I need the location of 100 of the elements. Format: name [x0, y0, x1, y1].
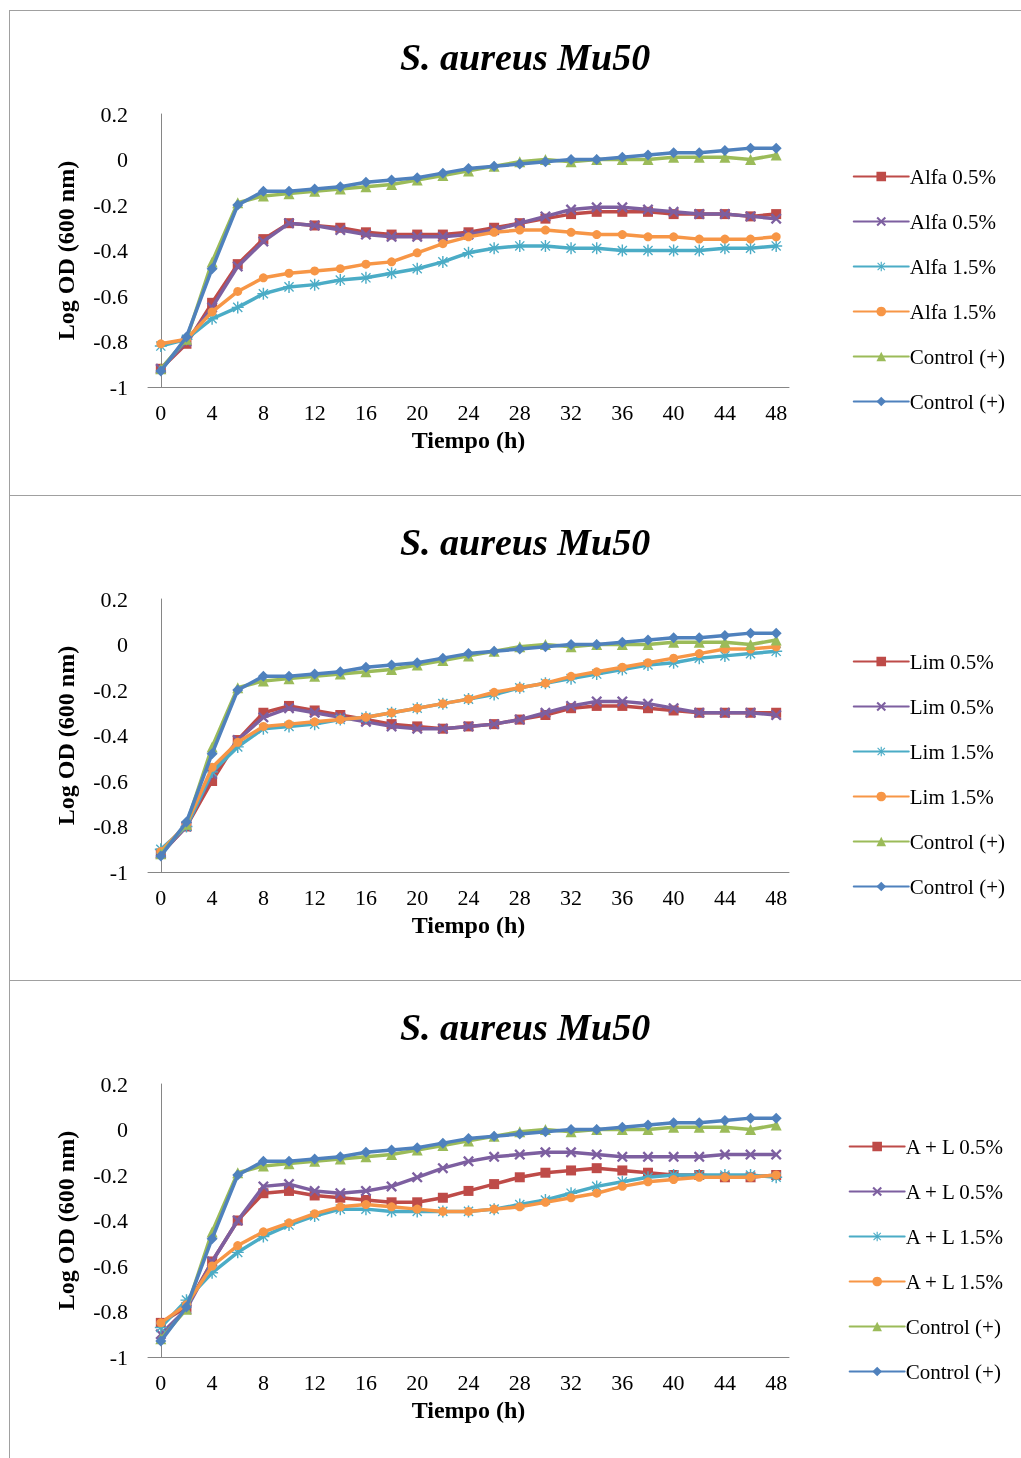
- point: [719, 144, 731, 156]
- x-tick-label: 48: [765, 399, 788, 425]
- point: [592, 230, 602, 240]
- x-tick-label: 0: [155, 1369, 167, 1395]
- point: [745, 1149, 757, 1161]
- y-tick-label: -0.6: [93, 283, 128, 309]
- y-axis-title: Log OD (600 nm): [53, 1130, 79, 1311]
- point: [591, 1149, 603, 1161]
- x-tick-label: 36: [611, 399, 634, 425]
- y-tick-label: 0.2: [100, 101, 128, 127]
- y-axis-title: Log OD (600 nm): [53, 160, 79, 341]
- point: [642, 698, 654, 710]
- x-tick-label: 36: [611, 1369, 634, 1395]
- legend-label: A + L 0.5%: [905, 1179, 1004, 1204]
- x-tick-label: 44: [713, 884, 736, 910]
- legend-label: Control (+): [909, 874, 1006, 899]
- point: [566, 227, 576, 237]
- point: [515, 225, 525, 235]
- point: [437, 1192, 448, 1203]
- x-tick-label: 40: [662, 1369, 685, 1395]
- point: [257, 711, 269, 723]
- legend-label: Lim 1.5%: [909, 739, 994, 764]
- point: [719, 1149, 731, 1161]
- x-tick-label: 48: [765, 884, 788, 910]
- point: [770, 1149, 782, 1161]
- point: [412, 248, 422, 258]
- x-tick-label: 0: [155, 399, 167, 425]
- point: [360, 661, 372, 673]
- point: [669, 1175, 679, 1185]
- legend-label: Control (+): [909, 389, 1006, 414]
- point: [642, 149, 654, 161]
- point: [719, 1114, 731, 1126]
- x-tick-label: 32: [560, 884, 583, 910]
- point: [334, 1187, 346, 1199]
- legend-label: Control (+): [909, 829, 1006, 854]
- x-tick-label: 12: [303, 399, 326, 425]
- point: [694, 234, 704, 244]
- point: [411, 1171, 423, 1183]
- point: [283, 1178, 295, 1190]
- point: [566, 1165, 577, 1176]
- x-axis-title: Tiempo (h): [411, 426, 526, 453]
- x-tick-label: 16: [354, 884, 377, 910]
- x-tick-label: 8: [257, 884, 269, 910]
- point: [514, 1149, 526, 1161]
- chart-title: S. aureus Mu50: [399, 36, 651, 78]
- y-tick-label: 0.2: [100, 586, 128, 612]
- point: [284, 1218, 294, 1228]
- chart-title: S. aureus Mu50: [399, 1006, 651, 1048]
- legend-label: A + L 1.5%: [905, 1224, 1004, 1249]
- point: [515, 1202, 525, 1212]
- x-tick-label: 20: [406, 399, 429, 425]
- x-tick-label: 16: [354, 1369, 377, 1395]
- point: [412, 1204, 422, 1214]
- point: [771, 232, 781, 242]
- point: [387, 257, 397, 267]
- y-tick-label: 0: [117, 1117, 128, 1142]
- point: [616, 695, 628, 707]
- point: [514, 1172, 525, 1183]
- legend-label: Control (+): [905, 1314, 1001, 1339]
- point: [617, 662, 627, 672]
- point: [540, 225, 550, 235]
- x-axis-title: Tiempo (h): [411, 911, 526, 938]
- point: [258, 721, 268, 731]
- point: [361, 1200, 371, 1210]
- point: [746, 234, 756, 244]
- point: [489, 1179, 500, 1190]
- x-tick-label: 4: [206, 399, 218, 425]
- point: [668, 1151, 680, 1163]
- point: [566, 671, 576, 681]
- point: [258, 273, 268, 283]
- y-tick-label: 0: [117, 632, 128, 657]
- y-tick-label: -0.4: [93, 1208, 128, 1233]
- point: [669, 232, 679, 242]
- point: [257, 670, 269, 682]
- point: [463, 1185, 474, 1196]
- point: [669, 653, 679, 663]
- x-axis-title: Tiempo (h): [411, 1396, 526, 1423]
- y-tick-label: 0: [117, 147, 128, 172]
- point: [436, 255, 449, 268]
- point: [206, 748, 218, 760]
- point: [745, 154, 757, 165]
- y-tick-label: -0.8: [93, 1299, 128, 1324]
- y-tick-label: -0.8: [93, 814, 128, 839]
- point: [719, 629, 731, 641]
- point: [616, 201, 628, 213]
- point: [156, 339, 166, 349]
- legend-label: Control (+): [909, 344, 1006, 369]
- point: [617, 1165, 628, 1176]
- point: [643, 232, 653, 242]
- point: [745, 639, 757, 650]
- point: [257, 1180, 269, 1192]
- legend-label: Control (+): [905, 1359, 1001, 1384]
- x-tick-label: 12: [303, 884, 326, 910]
- x-tick-label: 20: [406, 884, 429, 910]
- x-tick-label: 20: [406, 1369, 429, 1395]
- point: [642, 634, 654, 646]
- point: [642, 1151, 654, 1163]
- point: [257, 1155, 269, 1167]
- y-tick-label: -1: [109, 859, 128, 885]
- point: [616, 1151, 628, 1163]
